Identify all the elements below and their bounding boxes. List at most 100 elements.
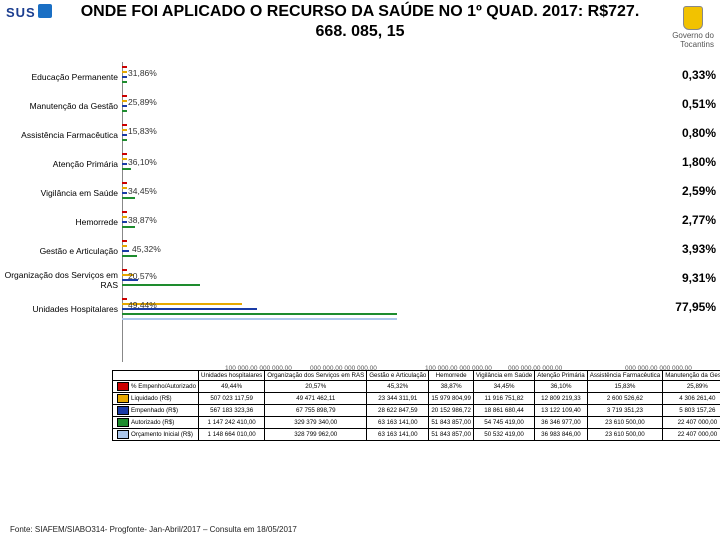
cell: 67 755 898,79 [265, 405, 367, 417]
cell: 63 163 141,00 [367, 429, 429, 441]
sus-logo: SUS [6, 4, 56, 40]
cell: 28 622 847,59 [367, 405, 429, 417]
swatch-icon [117, 430, 129, 439]
tick-empenho [122, 66, 127, 68]
cell: 34,45% [473, 381, 534, 393]
cell: 20 152 986,72 [429, 405, 474, 417]
cell: 36 346 977,00 [535, 417, 587, 429]
right-percent: 2,77% [682, 213, 716, 227]
cell: 11 916 751,82 [473, 393, 534, 405]
cell: 63 163 141,00 [367, 417, 429, 429]
header: SUS Governo do Tocantins ONDE FOI APLICA… [0, 0, 720, 60]
bar-zone [122, 236, 670, 265]
col-header: Hemorrede [429, 371, 474, 381]
chart-row: Atenção Primária 36,10% 1,80% [0, 149, 720, 178]
cell: 328 799 962,00 [265, 429, 367, 441]
cell: 5 803 157,26 [663, 405, 720, 417]
category-label: Educação Permanente [0, 62, 122, 91]
table-row: % Empenho/Autorizado 49,44%20,57%45,32%3… [113, 381, 720, 393]
bar-zone [122, 294, 670, 323]
cell: 567 183 323,36 [199, 405, 265, 417]
bar-label: 45,32% [132, 244, 161, 254]
tick-liquidado [122, 71, 127, 73]
right-percent: 9,31% [682, 271, 716, 285]
category-label: Hemorrede [0, 207, 122, 236]
col-header: Organização dos Serviços em RAS [265, 371, 367, 381]
bar-zone [122, 120, 670, 149]
right-percent: 1,80% [682, 155, 716, 169]
cell: 4 306 261,40 [663, 393, 720, 405]
data-table: Unidades hospitalares Organização dos Se… [112, 370, 714, 441]
cell: 51 843 857,00 [429, 429, 474, 441]
cell: 54 745 419,00 [473, 417, 534, 429]
bar-label: 25,89% [128, 97, 157, 107]
right-percent: 0,51% [682, 97, 716, 111]
cell: 1 147 242 410,00 [199, 417, 265, 429]
tocantins-logo: Governo do Tocantins [672, 6, 714, 49]
cell: 18 861 680,44 [473, 405, 534, 417]
swatch-icon [117, 394, 129, 403]
cell: 38,87% [429, 381, 474, 393]
page-title: ONDE FOI APLICADO O RECURSO DA SAÚDE NO … [66, 2, 654, 42]
chart-row: Manutenção da Gestão 25,89% 0,51% [0, 91, 720, 120]
table-row: Orçamento Inicial (R$) 1 148 664 010,003… [113, 429, 720, 441]
category-label: Unidades Hospitalares [0, 294, 122, 323]
cell: 15 979 804,99 [429, 393, 474, 405]
chart-row: Gestão e Articulação 45,32% 3,93% [0, 236, 720, 265]
bar-label: 38,87% [128, 215, 157, 225]
row-label: Autorizado (R$) [131, 419, 174, 426]
legend-spacer [113, 371, 199, 381]
cell: 49 471 462,11 [265, 393, 367, 405]
right-percent: 0,33% [682, 68, 716, 82]
shield-icon [683, 6, 703, 30]
right-percent: 0,80% [682, 126, 716, 140]
bar-label: 15,83% [128, 126, 157, 136]
bar-zone [122, 207, 670, 236]
table-row: Liquidado (R$) 507 023 117,5949 471 462,… [113, 393, 720, 405]
col-header: Manutenção da Gestão [663, 371, 720, 381]
row-label: Liquidado (R$) [131, 395, 172, 402]
cell: 23 610 500,00 [587, 429, 663, 441]
cell: 25,89% [663, 381, 720, 393]
tick-empenhado [122, 76, 127, 78]
chart-row: Assistência Farmacêutica 15,83% 0,80% [0, 120, 720, 149]
right-percent: 2,59% [682, 184, 716, 198]
cell: 45,32% [367, 381, 429, 393]
row-label: Empenhado (R$) [131, 407, 178, 414]
table-header-row: Unidades hospitalares Organização dos Se… [113, 371, 720, 381]
cell: 3 719 351,23 [587, 405, 663, 417]
cell: 51 843 857,00 [429, 417, 474, 429]
col-header: Assistência Farmacêutica [587, 371, 663, 381]
chart-row: Organização dos Serviços em RAS 20,57% 9… [0, 265, 720, 294]
col-header: Unidades hospitalares [199, 371, 265, 381]
bar-label: 34,45% [128, 186, 157, 196]
bar-zone [122, 62, 670, 91]
category-label: Vigilância em Saúde [0, 178, 122, 207]
col-header: Atenção Primária [535, 371, 587, 381]
right-percent: 3,93% [682, 242, 716, 256]
bar-label: 49,44% [128, 300, 157, 310]
cell: 20,57% [265, 381, 367, 393]
cell: 22 407 000,00 [663, 429, 720, 441]
right-percent: 77,95% [675, 300, 716, 314]
cell: 1 148 664 010,00 [199, 429, 265, 441]
category-label: Manutenção da Gestão [0, 91, 122, 120]
plus-icon [38, 4, 52, 18]
tick-autorizado [122, 81, 127, 83]
bar-zone [122, 178, 670, 207]
bar-label: 31,86% [128, 68, 157, 78]
table-row: Empenhado (R$) 567 183 323,3667 755 898,… [113, 405, 720, 417]
cell: 23 344 311,91 [367, 393, 429, 405]
bar-label: 20,57% [128, 271, 157, 281]
chart-row: Hemorrede 38,87% 2,77% [0, 207, 720, 236]
cell: 36 983 846,00 [535, 429, 587, 441]
category-label: Atenção Primária [0, 149, 122, 178]
col-header: Vigilância em Saúde [473, 371, 534, 381]
category-label: Organização dos Serviços em RAS [0, 265, 122, 294]
bar-zone [122, 149, 670, 178]
gov-line2: Tocantins [672, 40, 714, 49]
cell: 13 122 109,40 [535, 405, 587, 417]
footer-source: Fonte: SIAFEM/SIABO314- Progfonte- Jan-A… [10, 525, 297, 534]
chart-row: Educação Permanente 31,86% 0,33% [0, 62, 720, 91]
cell: 2 600 526,62 [587, 393, 663, 405]
